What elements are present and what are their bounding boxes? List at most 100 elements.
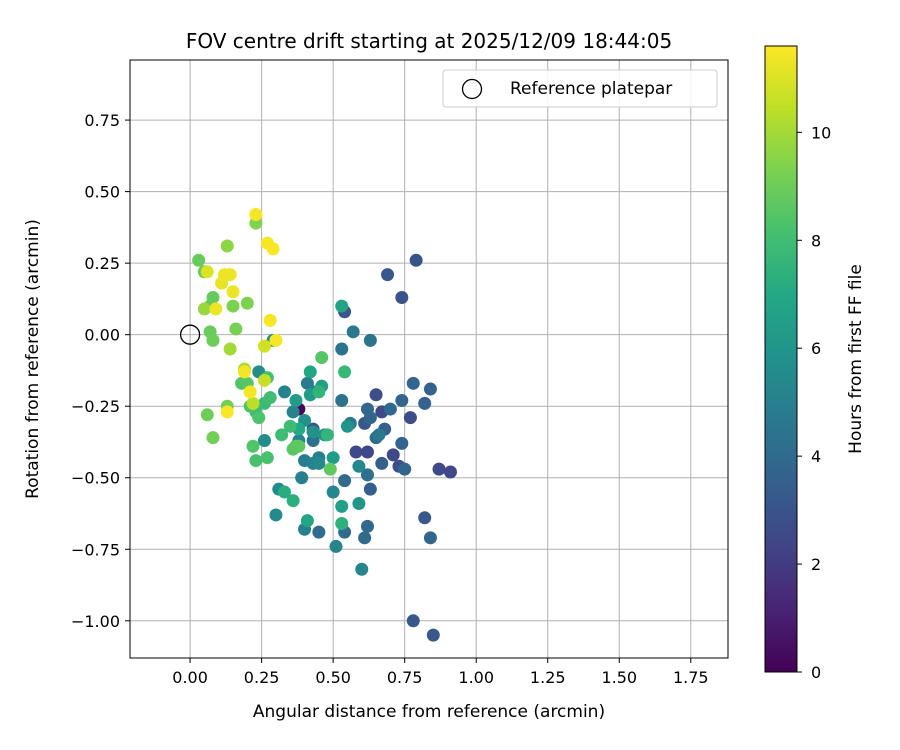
data-point (349, 445, 363, 459)
data-point (406, 614, 420, 628)
data-point (363, 482, 377, 496)
colorbar-tick-label: 6 (811, 339, 821, 358)
data-point (346, 325, 360, 339)
y-tick-label: −1.00 (71, 612, 120, 631)
data-point (283, 419, 297, 433)
data-point (338, 474, 352, 488)
data-point (306, 425, 320, 439)
plot-frame (129, 59, 729, 659)
data-point (257, 434, 271, 448)
data-point (209, 302, 223, 316)
data-point (223, 342, 237, 356)
colorbar-label: Hours from first FF file (846, 264, 866, 454)
data-point (323, 462, 337, 476)
x-tick-label: 0.50 (315, 668, 351, 687)
data-point (329, 539, 343, 553)
x-tick-label: 0.25 (244, 668, 280, 687)
data-point (369, 388, 383, 402)
data-point (363, 411, 377, 425)
data-point (312, 385, 326, 399)
data-point (243, 385, 257, 399)
data-point (326, 451, 340, 465)
data-point (320, 428, 334, 442)
data-point (409, 253, 423, 267)
data-point (338, 365, 352, 379)
data-point (249, 208, 263, 222)
y-tick-label: −0.75 (71, 540, 120, 559)
data-point (237, 365, 251, 379)
data-point (395, 393, 409, 407)
data-point (278, 485, 292, 499)
colorbar-tick-label: 2 (811, 555, 821, 574)
x-axis-ticks: 0.00 0.25 0.50 0.75 1.00 1.25 1.50 1.75 (172, 658, 709, 687)
legend: Reference platepar (442, 69, 718, 108)
colorbar-tick-label: 8 (811, 231, 821, 250)
chart-title: FOV centre drift starting at 2025/12/09 … (186, 29, 672, 53)
data-point (200, 408, 214, 422)
scatter-points (179, 208, 457, 642)
data-point (246, 396, 260, 410)
data-point (252, 411, 266, 425)
data-point (197, 302, 211, 316)
y-tick-label: 0.25 (84, 254, 120, 273)
data-point (360, 445, 374, 459)
data-point (275, 428, 289, 442)
y-tick-label: 0.00 (84, 326, 120, 345)
data-point (223, 268, 237, 282)
legend-entry-reference: Reference platepar (510, 79, 672, 99)
data-point (263, 313, 277, 327)
data-point (206, 333, 220, 347)
data-point (220, 239, 234, 253)
data-point (292, 439, 306, 453)
y-tick-label: 0.50 (84, 183, 120, 202)
data-point (295, 471, 309, 485)
colorbar-ticks: 0 2 4 6 8 10 (797, 123, 831, 682)
data-point (269, 508, 283, 522)
data-point (303, 365, 317, 379)
data-point (355, 562, 369, 576)
data-point (246, 439, 260, 453)
data-point (220, 405, 234, 419)
data-point (257, 373, 271, 387)
data-point (395, 290, 409, 304)
data-point (266, 242, 280, 256)
data-point (335, 299, 349, 313)
x-tick-label: 1.50 (601, 668, 637, 687)
data-point (269, 333, 283, 347)
data-point (418, 511, 432, 525)
data-point (286, 494, 300, 508)
x-axis-label: Angular distance from reference (arcmin) (253, 702, 605, 722)
data-point (372, 428, 386, 442)
data-point (257, 339, 271, 353)
y-tick-label: −0.50 (71, 469, 120, 488)
data-point (360, 468, 374, 482)
data-point (226, 299, 240, 313)
data-point (363, 333, 377, 347)
data-point (206, 290, 220, 304)
x-tick-label: 0.00 (172, 668, 208, 687)
y-tick-label: −0.25 (71, 397, 120, 416)
colorbar-gradient (764, 45, 798, 673)
y-axis-ticks: 0.75 0.50 0.25 0.00 −0.25 −0.50 −0.75 −1.00 (71, 111, 130, 631)
data-point (312, 456, 326, 470)
data-point (386, 448, 400, 462)
data-point (335, 517, 349, 531)
data-point (229, 322, 243, 336)
data-point (403, 411, 417, 425)
legend-box (442, 69, 718, 108)
x-tick-label: 1.75 (673, 668, 709, 687)
x-tick-label: 1.25 (530, 668, 566, 687)
colorbar-tick-label: 10 (811, 123, 831, 142)
data-point (263, 391, 277, 405)
data-point (286, 405, 300, 419)
data-point (300, 514, 314, 528)
data-point (375, 456, 389, 470)
y-tick-label: 0.75 (84, 111, 120, 130)
x-tick-label: 0.75 (387, 668, 423, 687)
data-point (312, 525, 326, 539)
data-point (260, 451, 274, 465)
data-point (406, 376, 420, 390)
data-point (335, 499, 349, 513)
legend-reference-marker (461, 78, 483, 100)
